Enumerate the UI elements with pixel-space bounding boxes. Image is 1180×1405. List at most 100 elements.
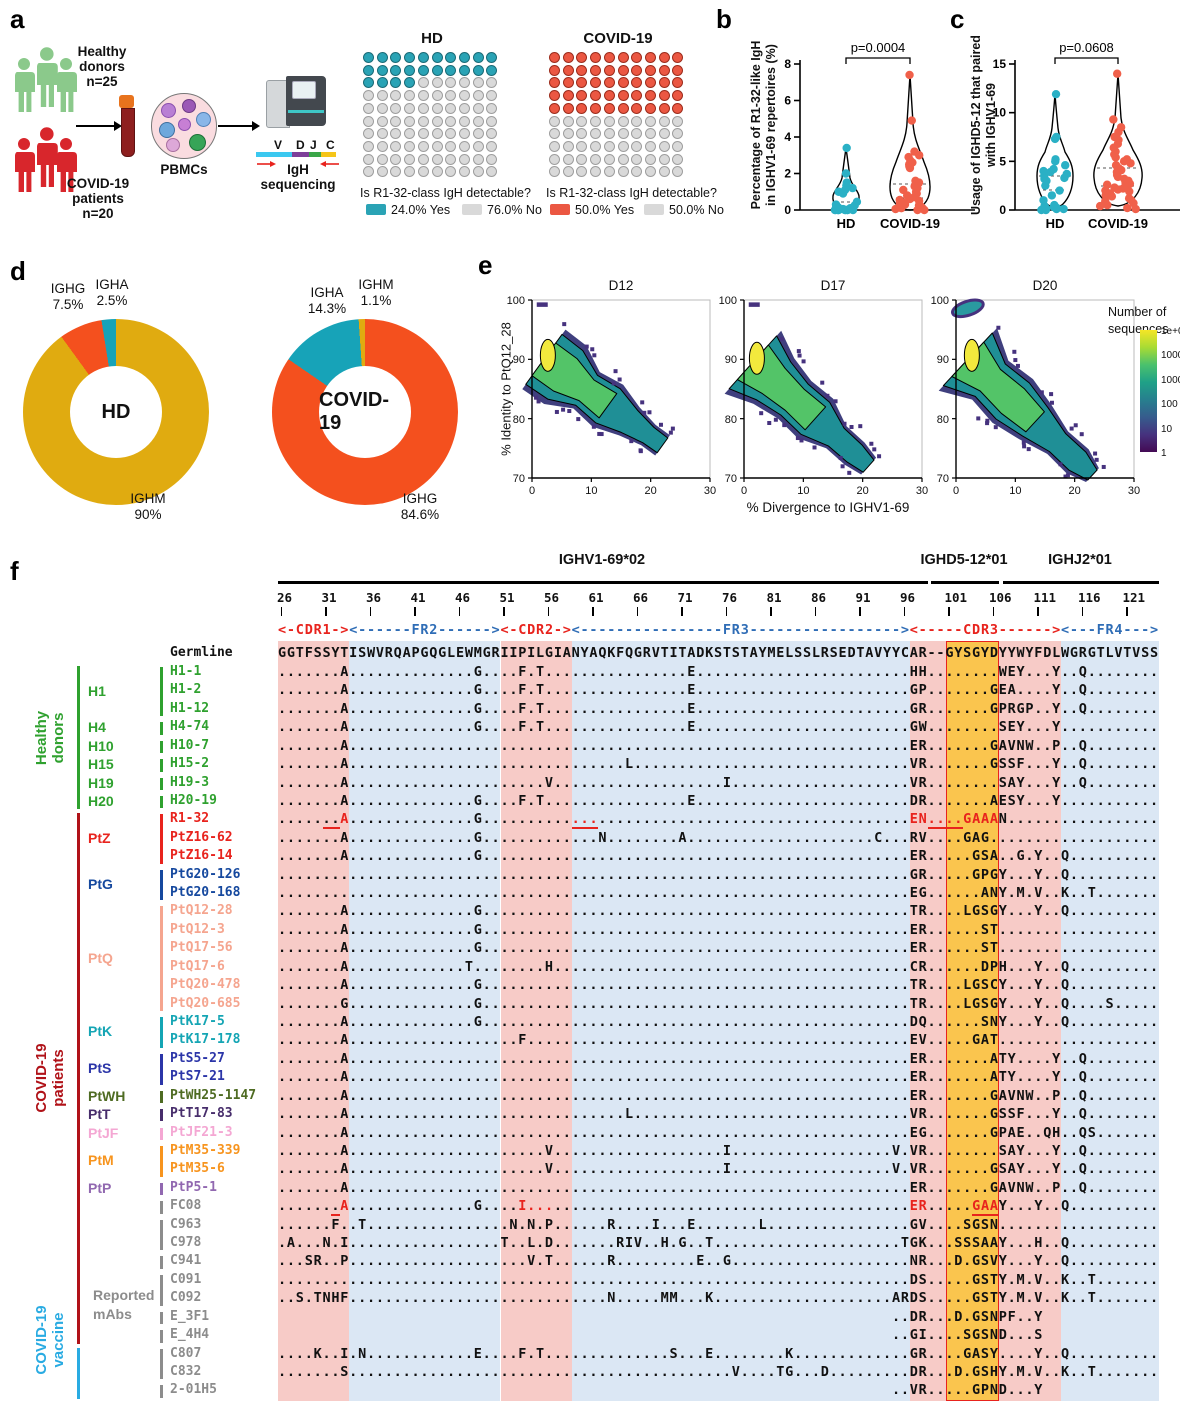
- dot-no: [590, 166, 602, 178]
- position-number: 66: [633, 590, 649, 605]
- sequence-row: .......A..............G.................…: [278, 940, 1159, 957]
- sequence-name: E_4H4: [170, 1327, 210, 1343]
- sequence-name: PtS7-21: [170, 1069, 225, 1085]
- y-tick-label: 90: [724, 354, 737, 367]
- dot-no: [576, 128, 588, 140]
- dot-yes: [644, 52, 656, 63]
- y-tick-label: 90: [512, 354, 525, 367]
- pbmc-circle-icon: [151, 93, 217, 159]
- position-number: 121: [1122, 590, 1146, 605]
- dot-no: [390, 115, 402, 127]
- sequence-name: PtWH25-1147: [170, 1087, 257, 1103]
- dot-yes: [617, 52, 629, 63]
- sequence-name: H10-7: [170, 737, 210, 753]
- reported-mabs-label: Reported mAbs: [93, 1287, 155, 1322]
- dot-yes: [390, 77, 402, 89]
- covid-legend-yes: 50.0% Yes: [550, 203, 634, 217]
- hd-dot-grid: [363, 52, 503, 180]
- position-tick: [503, 607, 505, 616]
- dot-yes: [562, 52, 574, 63]
- dot-yes: [590, 52, 602, 63]
- position-number: 36: [366, 590, 382, 605]
- position-tick: [1037, 607, 1039, 616]
- dot-no: [562, 140, 574, 152]
- dot-no: [472, 140, 484, 152]
- covid-patients-label: COVID-19 patients n=20: [66, 176, 130, 221]
- dot-yes: [631, 64, 643, 76]
- dot-no: [562, 128, 574, 140]
- dot-no: [445, 102, 457, 114]
- heatmap-title: D12: [608, 278, 634, 293]
- mab-tick: [160, 1201, 163, 1214]
- svg-text:10: 10: [993, 106, 1007, 120]
- dot-no: [417, 77, 429, 89]
- group-label-PtM: PtM: [88, 1152, 114, 1169]
- dot-no: [631, 140, 643, 152]
- donut-slice-label: IGHM 90%: [130, 491, 166, 522]
- dot-yes: [458, 52, 470, 63]
- v-gene-line: [278, 581, 928, 584]
- sequence-name: H1-2: [170, 682, 202, 698]
- dot-yes: [644, 90, 656, 102]
- dot-yes: [549, 77, 560, 89]
- dot-yes: [617, 90, 629, 102]
- x-tick-label: 0: [528, 485, 536, 497]
- dot-no: [672, 166, 684, 178]
- position-number: 76: [722, 590, 738, 605]
- dot-no: [404, 128, 416, 140]
- sequence-name: PtQ20-685: [170, 995, 241, 1011]
- region-band-pink: [278, 641, 350, 1401]
- covid-donut-center: COVID-19: [319, 366, 411, 458]
- sequence-name: PtZ16-62: [170, 829, 233, 845]
- position-number: 106: [989, 590, 1012, 605]
- group-label-H19: H19: [88, 774, 114, 791]
- y-tick-label: 70: [512, 473, 525, 485]
- germline-row: GGTFSSYTISWVRQAPGQGLEWMGRIIPILGIANYAQKFQ…: [278, 645, 1159, 661]
- sequence-row: ..GI....SGSND...S: [278, 1327, 1159, 1344]
- dot-no: [672, 115, 684, 127]
- colorbar: [1140, 330, 1157, 452]
- sequence-row: ......F..T................N.N.P......R..…: [278, 1216, 1159, 1233]
- dot-yes: [672, 102, 684, 114]
- j-label: J: [310, 138, 317, 152]
- dot-no: [431, 153, 443, 165]
- region-band-pink: [500, 641, 572, 1401]
- dot-no: [644, 115, 656, 127]
- dot-yes: [549, 52, 560, 63]
- dot-no: [431, 77, 443, 89]
- dot-no: [390, 102, 402, 114]
- dot-no: [562, 115, 574, 127]
- sequence-row: .......A..............G.................…: [278, 848, 1159, 865]
- dot-no: [562, 166, 574, 178]
- dot-no: [672, 153, 684, 165]
- group-tick: [160, 1109, 163, 1122]
- j-gene-line: [1003, 581, 1159, 584]
- sequence-row: ........................................…: [278, 1271, 1159, 1288]
- dot-no: [431, 102, 443, 114]
- covid-no-swatch: [644, 204, 664, 215]
- dot-no: [417, 102, 429, 114]
- group-tick: [160, 869, 163, 901]
- dot-yes: [576, 77, 588, 89]
- dot-no: [472, 128, 484, 140]
- dot-no: [431, 166, 443, 178]
- position-number: 46: [455, 590, 471, 605]
- dot-no: [472, 115, 484, 127]
- dot-yes: [486, 64, 498, 76]
- sequence-row: .......A..............G....F.T..........…: [278, 664, 1159, 680]
- dot-no: [458, 140, 470, 152]
- panel-e-xlabel: % Divergence to IGHV1-69: [746, 500, 910, 515]
- dot-no: [472, 90, 484, 102]
- group-label-PtQ: PtQ: [88, 949, 113, 966]
- dot-no: [590, 115, 602, 127]
- region-arrows: <-CDR1-><------FR2------><-CDR2-><------…: [278, 622, 1159, 638]
- dot-no: [458, 128, 470, 140]
- position-number: 91: [855, 590, 871, 605]
- dot-yes: [644, 77, 656, 89]
- sequence-name: R1-32: [170, 811, 210, 827]
- covid-grid-title: COVID-19: [583, 30, 653, 47]
- covid-legend-no: 50.0% No: [644, 203, 724, 217]
- region-band-blue: [571, 641, 910, 1401]
